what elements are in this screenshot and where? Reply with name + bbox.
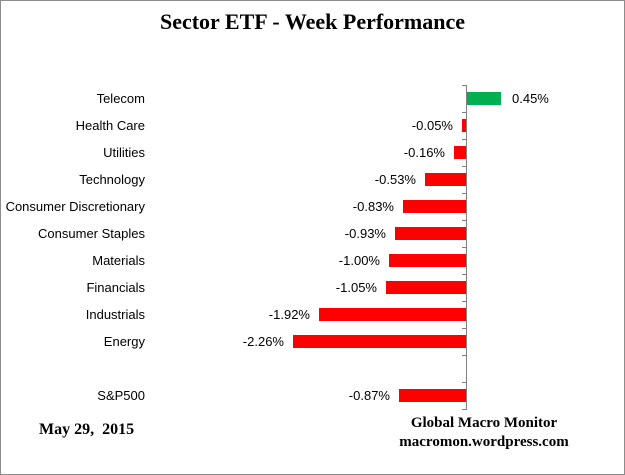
zero-axis-line — [466, 85, 467, 410]
value-label: -1.05% — [335, 280, 377, 295]
date-label: May 29, 2015 — [39, 421, 135, 438]
attribution-url: macromon.wordpress.com — [399, 434, 569, 450]
value-label: -1.00% — [338, 253, 380, 268]
category-label: Industrials — [85, 307, 145, 322]
category-label: S&P500 — [97, 388, 145, 403]
axis-tick — [462, 193, 466, 194]
axis-tick — [462, 274, 466, 275]
value-label: -2.26% — [242, 334, 284, 349]
bar — [467, 92, 501, 105]
category-label: Utilities — [103, 145, 145, 160]
bar — [319, 308, 466, 321]
category-label: Health Care — [75, 118, 145, 133]
category-label: Consumer Staples — [38, 226, 145, 241]
category-label: Telecom — [96, 91, 145, 106]
value-label: -0.83% — [352, 199, 394, 214]
category-label: Materials — [92, 253, 145, 268]
value-label: -0.53% — [374, 172, 416, 187]
bar — [454, 146, 466, 159]
value-label: -1.92% — [268, 307, 310, 322]
value-label: 0.45% — [512, 91, 549, 106]
axis-tick — [462, 139, 466, 140]
axis-tick — [462, 328, 466, 329]
axis-tick — [462, 301, 466, 302]
bar — [403, 200, 466, 213]
category-label: Consumer Discretionary — [5, 199, 145, 214]
axis-tick — [462, 220, 466, 221]
axis-tick — [462, 166, 466, 167]
category-label: Technology — [79, 172, 145, 187]
bar — [389, 254, 466, 267]
axis-tick — [462, 382, 466, 383]
axis-tick — [462, 355, 466, 356]
value-label: -0.93% — [344, 226, 386, 241]
axis-tick — [462, 112, 466, 113]
value-label: -0.87% — [348, 388, 390, 403]
bar — [462, 119, 466, 132]
value-label: -0.16% — [403, 145, 445, 160]
attribution-name: Global Macro Monitor — [410, 415, 558, 431]
axis-tick — [462, 85, 466, 86]
axis-tick — [462, 247, 466, 248]
category-label: Energy — [103, 334, 145, 349]
chart-title: Sector ETF - Week Performance — [159, 9, 466, 34]
bar — [293, 335, 466, 348]
axis-tick — [462, 409, 466, 410]
bar — [395, 227, 466, 240]
category-label: Financials — [86, 280, 145, 295]
bar — [399, 389, 466, 402]
value-label: -0.05% — [411, 118, 453, 133]
bar — [386, 281, 466, 294]
bar — [425, 173, 466, 186]
attribution: Global Macro Monitor macromon.wordpress.… — [359, 414, 609, 452]
